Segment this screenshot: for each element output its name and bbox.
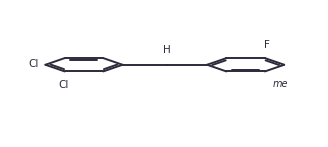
Text: Cl: Cl: [58, 80, 68, 90]
Text: H: H: [163, 45, 170, 55]
Text: F: F: [264, 40, 270, 50]
Text: Cl: Cl: [28, 59, 38, 69]
Text: me: me: [273, 79, 289, 89]
